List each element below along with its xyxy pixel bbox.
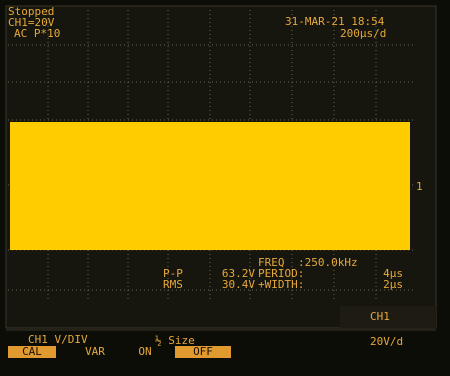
scope-screen: Stopped CH1=20V AC P*10 31-MAR-21 18:54 … [0, 0, 450, 376]
measure-label: +WIDTH: [258, 278, 304, 291]
signal-trace [10, 122, 410, 250]
measure-label: RMS [163, 278, 183, 291]
channel-scale-value: 20V/d [370, 335, 403, 348]
menu-title: ½ Size [155, 334, 195, 347]
trace-marker: 1 [416, 180, 423, 193]
measure-value: :250.0kHz [298, 256, 358, 269]
measure-value: 30.4V [222, 278, 255, 291]
menu-option[interactable]: ON [138, 345, 151, 358]
timebase: 200µs/d [340, 27, 386, 40]
menu-option[interactable]: OFF [193, 345, 213, 358]
coupling: AC P*10 [14, 27, 60, 40]
measure-value: 2µs [383, 278, 403, 291]
channel-label: CH1 [370, 310, 390, 323]
menu-option[interactable]: CAL [22, 345, 42, 358]
menu-option[interactable]: VAR [85, 345, 105, 358]
